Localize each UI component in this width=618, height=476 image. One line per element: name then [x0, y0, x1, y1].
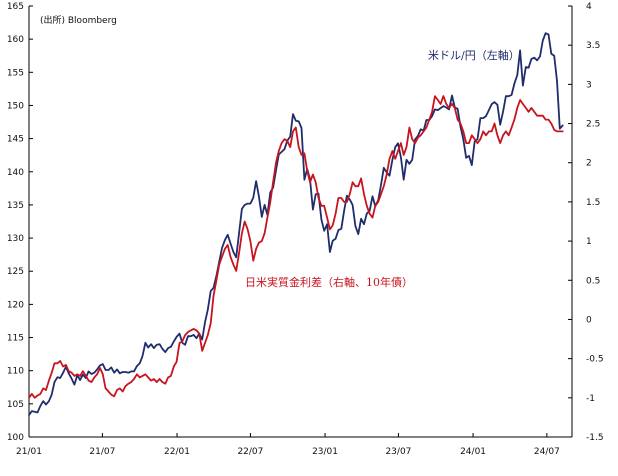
left-tick-label: 140	[7, 168, 24, 178]
left-tick-label: 155	[7, 68, 24, 78]
right-tick-label: 2	[586, 159, 592, 169]
right-tick-label: -1.5	[586, 433, 604, 443]
right-tick-label: -0.5	[586, 355, 604, 365]
x-tick-label: 22/07	[237, 447, 263, 457]
rate-diff-series-label: 日米実質金利差（右軸、10年債）	[245, 275, 413, 289]
x-tick-label: 21/01	[16, 447, 42, 457]
usdjpy-line	[28, 32, 564, 417]
left-tick-label: 135	[7, 201, 24, 211]
left-tick-label: 145	[7, 135, 24, 145]
left-tick-label: 165	[7, 2, 24, 12]
left-tick-label: 100	[7, 433, 24, 443]
right-tick-label: 0	[586, 315, 592, 325]
left-tick-label: 130	[7, 234, 24, 244]
source-note: (出所) Bloomberg	[40, 14, 117, 26]
left-tick-label: 105	[7, 400, 24, 410]
series-lines	[28, 32, 564, 417]
right-tick-label: 1.5	[586, 198, 600, 208]
left-axis-ticks: 100 105 110 115 120 125 130 135 140 145 150 155 160 1…	[7, 2, 33, 443]
right-tick-label: 2.5	[586, 120, 600, 130]
right-tick-label: -1	[586, 394, 595, 404]
x-tick-label: 23/07	[385, 447, 411, 457]
x-tick-label: 23/01	[312, 447, 338, 457]
left-tick-label: 150	[7, 101, 24, 111]
left-tick-label: 115	[7, 334, 24, 344]
x-tick-label: 22/01	[164, 447, 190, 457]
x-axis-ticks: 21/01 21/07 22/01 22/07 23/01 23/07 24/01 24/07	[16, 433, 560, 457]
right-axis-ticks: -1.5 -1 -0.5 0 0.5 1 1.5 2 2.5 3 3.5 4	[568, 2, 604, 443]
right-tick-label: 1	[586, 237, 592, 247]
x-tick-label: 24/01	[460, 447, 486, 457]
x-tick-label: 21/07	[89, 447, 115, 457]
left-tick-label: 120	[7, 300, 24, 310]
right-tick-label: 0.5	[586, 276, 600, 286]
axes	[28, 6, 573, 438]
right-tick-label: 3	[586, 80, 592, 90]
rate-diff-line	[28, 95, 564, 399]
usdjpy-series-label: 米ドル/円（左軸）	[428, 48, 520, 62]
right-tick-label: 4	[586, 2, 592, 12]
left-tick-label: 125	[7, 267, 24, 277]
x-tick-label: 24/07	[534, 447, 560, 457]
right-tick-label: 3.5	[586, 41, 600, 51]
left-tick-label: 160	[7, 35, 24, 45]
left-tick-label: 110	[7, 367, 24, 377]
